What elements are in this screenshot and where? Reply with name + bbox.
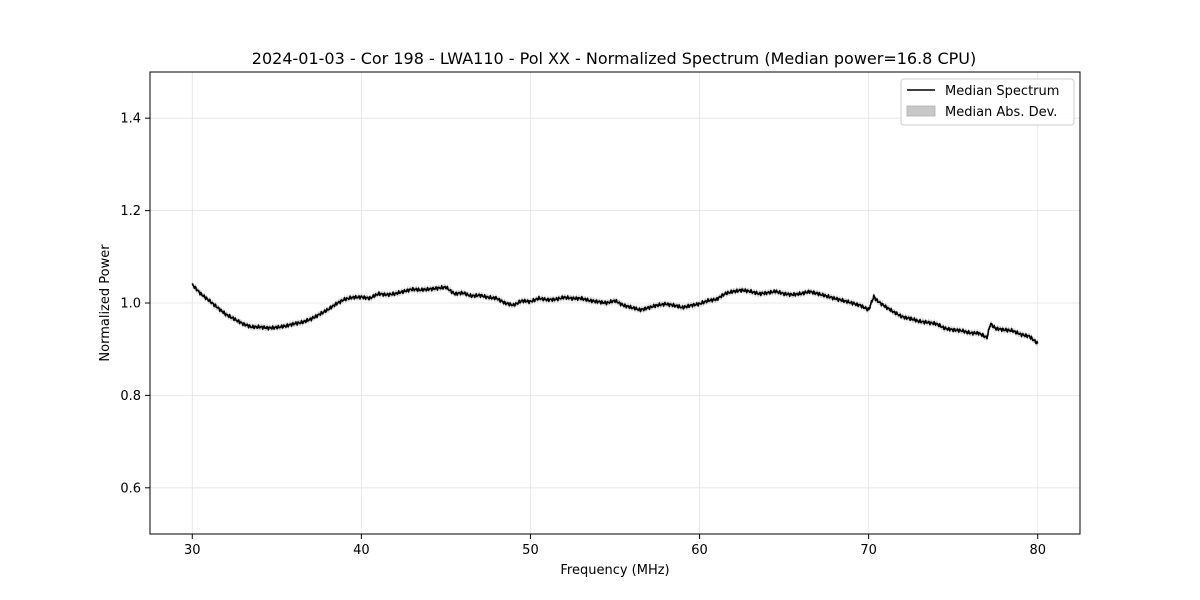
legend: Median Spectrum Median Abs. Dev. — [900, 78, 1075, 126]
median-spectrum-line — [191, 283, 1039, 345]
x-tick-label: 80 — [1029, 543, 1046, 558]
x-axis-ticks: 30 40 50 60 70 80 — [184, 534, 1046, 558]
y-tick-label: 0.8 — [120, 389, 141, 404]
legend-band-swatch — [906, 105, 936, 117]
y-tick-label: 1.4 — [120, 112, 141, 127]
x-tick-label: 60 — [691, 543, 708, 558]
x-tick-label: 50 — [522, 543, 539, 558]
x-axis-label: Frequency (MHz) — [560, 563, 669, 578]
x-tick-label: 70 — [860, 543, 877, 558]
y-tick-label: 0.6 — [120, 481, 141, 496]
y-axis-ticks: 0.6 0.8 1.0 1.2 1.4 — [120, 112, 150, 496]
legend-label-median-abs-dev: Median Abs. Dev. — [945, 105, 1057, 120]
legend-label-median-spectrum: Median Spectrum — [945, 84, 1059, 99]
chart-title: 2024-01-03 - Cor 198 - LWA110 - Pol XX -… — [252, 49, 976, 68]
y-axis-label: Normalized Power — [98, 244, 113, 362]
legend-box — [900, 78, 1075, 126]
y-tick-label: 1.2 — [120, 204, 141, 219]
y-tick-label: 1.0 — [120, 297, 141, 312]
x-tick-label: 30 — [184, 543, 201, 558]
x-tick-label: 40 — [353, 543, 370, 558]
